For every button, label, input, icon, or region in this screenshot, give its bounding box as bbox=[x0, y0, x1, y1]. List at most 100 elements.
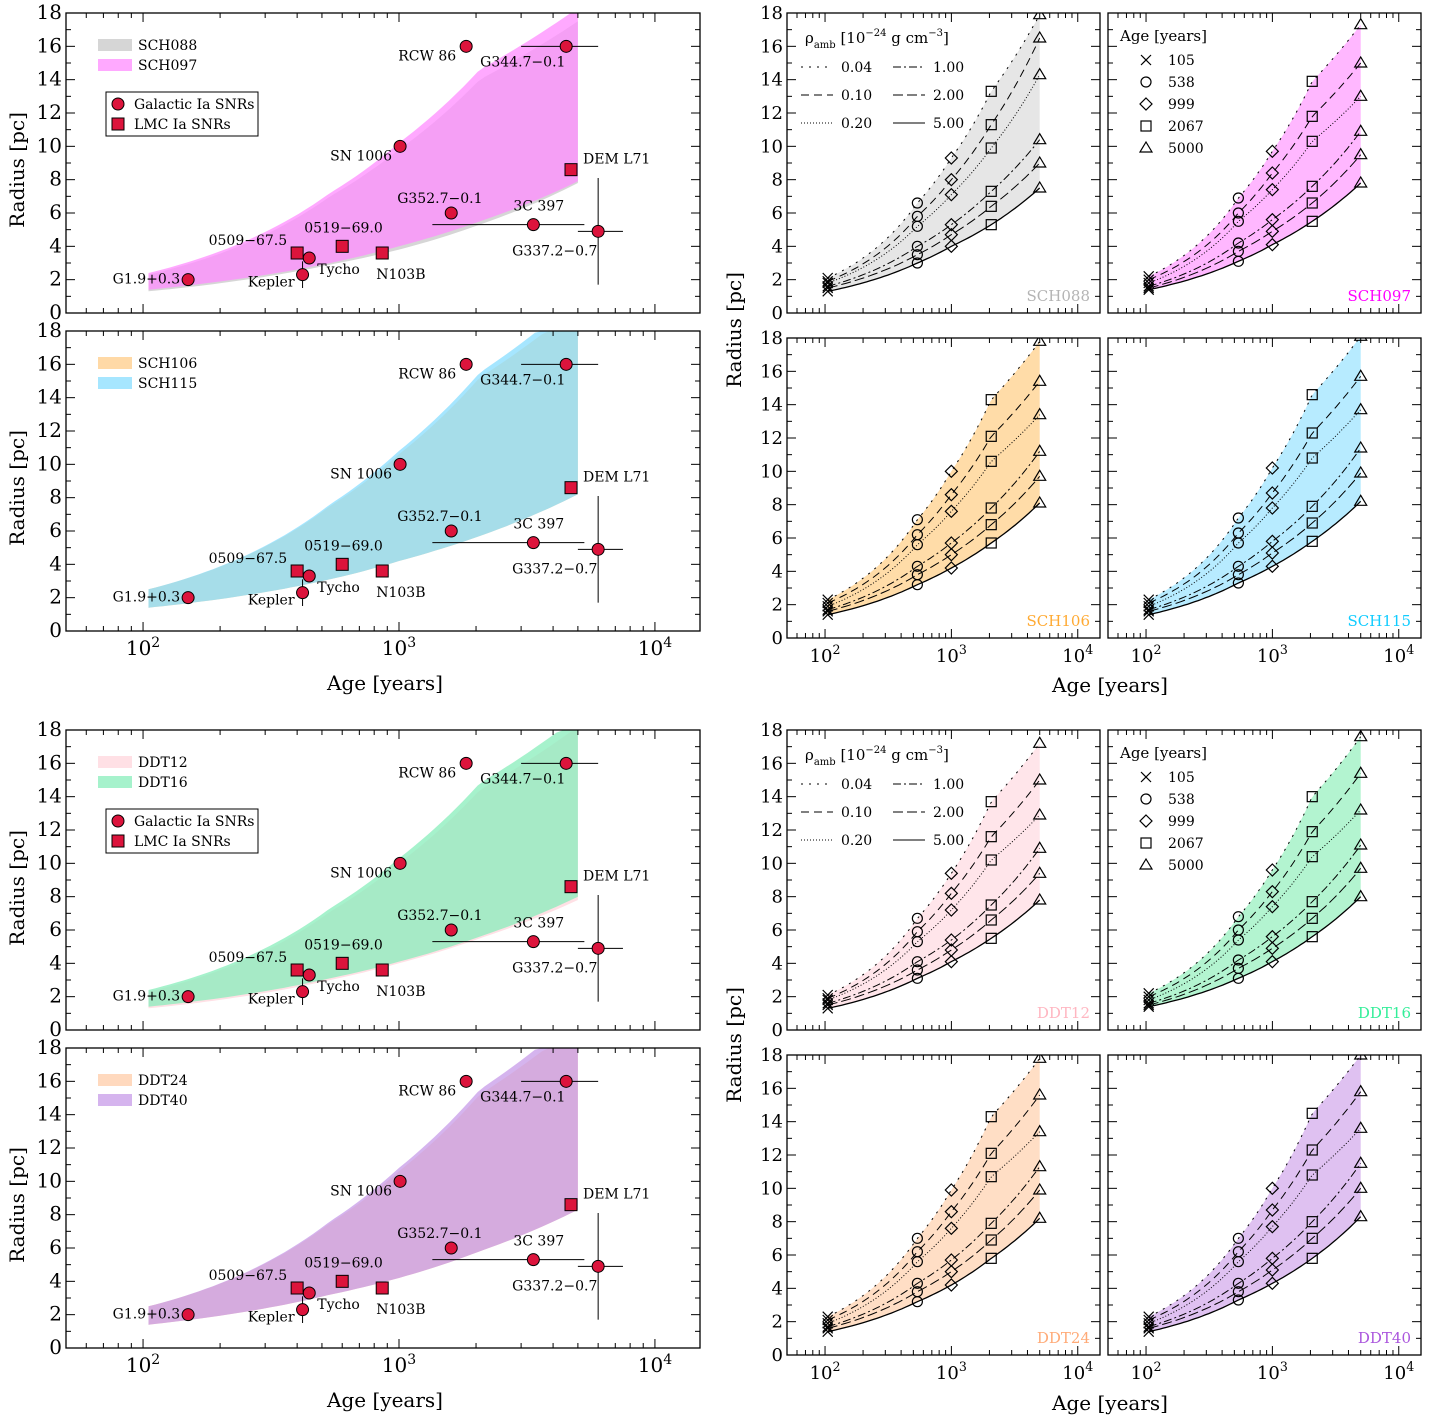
age-marker-square bbox=[985, 394, 997, 406]
y-tick-label: 16 bbox=[37, 33, 62, 57]
right-bottom-xlabel: Age [years] bbox=[1051, 1391, 1168, 1415]
legend-swatch bbox=[98, 357, 132, 369]
age-marker-square bbox=[1306, 517, 1318, 529]
model-band-SCH088 bbox=[827, 14, 1040, 292]
age-marker-square bbox=[985, 119, 997, 131]
density-legend-label: 0.20 bbox=[841, 116, 872, 132]
density-curve-2.00 bbox=[1148, 1187, 1362, 1329]
age-marker-diamond bbox=[1265, 166, 1280, 180]
snr-marker-galactic bbox=[459, 1074, 473, 1088]
age-marker-circle bbox=[911, 257, 923, 269]
y-tick-label: 10 bbox=[37, 133, 62, 157]
snr-marker-lmc bbox=[290, 1281, 304, 1295]
age-marker-circle bbox=[1140, 76, 1152, 88]
snr-label: 0509−67.5 bbox=[209, 233, 288, 249]
age-marker-triangle bbox=[1032, 1055, 1047, 1063]
age-marker-circle bbox=[911, 220, 923, 232]
density-legend-title: ρamb [10−24 g cm−3] bbox=[805, 745, 949, 768]
y-tick-label: 2 bbox=[772, 1312, 783, 1333]
y-tick-label: 8 bbox=[772, 1212, 783, 1233]
left-panel-4: 0 2 4 6 8 10 12 14 16 18 102 103 104 G1.9+0.3 Kepler Ty… bbox=[37, 1035, 701, 1377]
age-marker-square bbox=[1306, 535, 1318, 547]
snr-marker-lmc bbox=[564, 481, 578, 495]
age-marker-circle bbox=[911, 1277, 923, 1289]
age-marker-triangle bbox=[1032, 1124, 1047, 1137]
density-curve-1.00 bbox=[827, 451, 1041, 611]
age-marker-square bbox=[1306, 1169, 1318, 1181]
age-marker-square bbox=[985, 1147, 997, 1159]
age-marker-diamond bbox=[1265, 1181, 1280, 1196]
y-tick-label: 10 bbox=[760, 853, 783, 874]
density-curve-2.00 bbox=[827, 872, 1041, 1006]
age-marker-cross bbox=[1143, 997, 1155, 1009]
legend-swatch bbox=[98, 1074, 132, 1086]
legend-label: DDT16 bbox=[138, 775, 188, 791]
age-marker-cross bbox=[1143, 280, 1155, 292]
age-marker-square bbox=[1306, 912, 1318, 924]
age-marker-circle bbox=[1232, 207, 1244, 219]
density-curve-0.04 bbox=[827, 1058, 1041, 1318]
age-marker-circle bbox=[1232, 1294, 1244, 1306]
density-legend-label: 5.00 bbox=[933, 833, 964, 849]
y-tick-label: 18 bbox=[760, 3, 783, 24]
age-marker-triangle bbox=[1353, 175, 1368, 188]
age-marker-diamond bbox=[944, 1204, 959, 1219]
x-tick-label: 103 bbox=[936, 642, 967, 667]
age-marker-triangle bbox=[1353, 1084, 1368, 1097]
age-marker-triangle bbox=[1032, 13, 1047, 20]
snr-label: Tycho bbox=[317, 262, 360, 278]
age-marker-triangle bbox=[1353, 802, 1368, 815]
age-marker-diamond bbox=[1265, 1276, 1280, 1291]
snr-marker-lmc bbox=[564, 880, 578, 894]
snr-marker-galactic bbox=[526, 935, 540, 949]
age-marker-triangle bbox=[1353, 861, 1368, 873]
snr-marker-galactic bbox=[181, 1308, 195, 1322]
age-marker-triangle bbox=[1032, 338, 1047, 346]
age-marker-triangle bbox=[1032, 807, 1047, 820]
snr-marker-galactic bbox=[296, 985, 310, 999]
age-marker-cross bbox=[1143, 1321, 1155, 1333]
age-legend-label: 105 bbox=[1168, 770, 1195, 786]
snr-label: G1.9+0.3 bbox=[113, 1307, 180, 1323]
model-panel-DDT12: 0 2 4 6 8 10 12 14 16 18 DDT12 ρamb [10−24 g cm−3] 0… bbox=[760, 720, 1101, 1041]
density-curve-1.00 bbox=[1148, 447, 1362, 611]
age-marker-diamond bbox=[1265, 884, 1280, 899]
age-marker-diamond bbox=[1265, 237, 1280, 252]
y-tick-label: 16 bbox=[37, 750, 62, 774]
model-panel-DDT16: DDT16 Age [years] 105 538 999 2067 5000 bbox=[1107, 729, 1422, 1031]
age-marker-circle bbox=[911, 240, 923, 252]
age-marker-cross bbox=[1143, 1322, 1155, 1334]
age-marker-diamond bbox=[944, 151, 959, 165]
age-marker-diamond bbox=[1265, 1203, 1280, 1217]
snr-label: G1.9+0.3 bbox=[113, 272, 180, 288]
x-tick-label: 103 bbox=[382, 635, 416, 660]
density-curve-5.00 bbox=[827, 899, 1041, 1009]
panel-content bbox=[822, 338, 1047, 621]
age-marker-square bbox=[1306, 215, 1318, 227]
y-tick-label: 18 bbox=[37, 717, 62, 741]
density-curve-2.00 bbox=[827, 475, 1041, 612]
age-marker-circle bbox=[1232, 1286, 1244, 1298]
density-legend-label: 1.00 bbox=[933, 777, 964, 793]
y-tick-label: 12 bbox=[760, 103, 783, 124]
legend-label: DDT24 bbox=[138, 1073, 188, 1089]
density-curve-0.04 bbox=[1148, 24, 1362, 277]
y-tick-label: 0 bbox=[49, 618, 62, 642]
y-tick-label: 2 bbox=[49, 1302, 62, 1326]
y-tick-label: 18 bbox=[37, 318, 62, 342]
axis-labels: Radius [pc] Radius [pc] Radius [pc] Radi… bbox=[5, 112, 1168, 1415]
age-marker-triangle bbox=[1032, 892, 1047, 905]
panel-model-label: SCH115 bbox=[1348, 612, 1411, 630]
snr-marker-lmc bbox=[290, 564, 304, 578]
legend-label: SCH115 bbox=[138, 376, 197, 392]
age-marker-cross bbox=[1143, 1326, 1155, 1338]
age-marker-diamond bbox=[944, 547, 959, 562]
age-marker-triangle bbox=[1353, 440, 1368, 453]
snr-marker-lmc bbox=[564, 163, 578, 177]
marker-legend-box bbox=[105, 91, 259, 137]
snr-label: G337.2−0.7 bbox=[512, 243, 597, 259]
snr-marker-lmc bbox=[375, 1281, 389, 1295]
snr-label: RCW 86 bbox=[398, 48, 456, 64]
age-marker-square bbox=[1306, 197, 1318, 209]
snr-marker-lmc bbox=[335, 956, 349, 970]
